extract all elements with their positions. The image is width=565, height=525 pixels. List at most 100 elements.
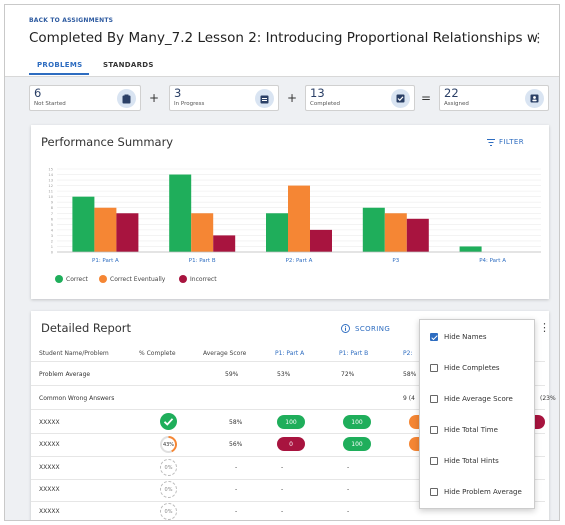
- person-badge-icon: [525, 89, 544, 108]
- counter-value: 22: [444, 86, 459, 100]
- back-to-assignments-link[interactable]: BACK TO ASSIGNMENTS: [29, 17, 114, 24]
- y-tick-label: 11: [48, 190, 53, 194]
- clipboard-list-icon: [255, 89, 274, 108]
- plus-operator: +: [287, 91, 298, 105]
- option-label: Hide Total Hints: [444, 457, 499, 465]
- bar-incorrect[interactable]: [310, 229, 332, 252]
- checkbox[interactable]: [430, 488, 438, 496]
- checkbox[interactable]: [430, 426, 438, 434]
- legend-incorrect: Incorrect: [179, 275, 217, 283]
- counter-completed: 13 Completed: [305, 85, 415, 111]
- option-hide-total-hints[interactable]: Hide Total Hints: [430, 457, 499, 465]
- score-empty: -: [347, 464, 350, 471]
- col-header-p2[interactable]: P2:: [403, 350, 413, 357]
- checkbox-checked[interactable]: [430, 333, 438, 341]
- problem-average-p1b: 72%: [341, 371, 355, 378]
- option-label: Hide Total Time: [444, 426, 498, 434]
- detailed-report-title: Detailed Report: [41, 321, 132, 335]
- student-name[interactable]: XXXXX: [39, 441, 60, 448]
- student-name[interactable]: XXXXX: [39, 508, 60, 515]
- option-label: Hide Completes: [444, 364, 500, 372]
- info-icon: [341, 324, 350, 333]
- option-hide-total-time[interactable]: Hide Total Time: [430, 426, 498, 434]
- y-tick-label: 8: [51, 206, 54, 210]
- score-empty: -: [281, 508, 284, 515]
- student-name[interactable]: XXXXX: [39, 419, 60, 426]
- filter-button[interactable]: FILTER: [487, 138, 524, 146]
- legend-swatch: [55, 275, 63, 283]
- score-pill[interactable]: 100: [343, 415, 371, 429]
- col-header-student[interactable]: Student Name/Problem: [39, 350, 109, 357]
- bar-incorrect[interactable]: [116, 213, 139, 252]
- col-header-p1a[interactable]: P1: Part A: [275, 350, 305, 357]
- bar-correct-eventually[interactable]: [191, 213, 214, 252]
- row-divider: [31, 433, 545, 434]
- bar-incorrect[interactable]: [213, 235, 236, 252]
- problem-average-p1a: 53%: [277, 371, 291, 378]
- score-empty: -: [281, 464, 284, 471]
- bar-correct[interactable]: [362, 207, 385, 252]
- option-hide-names[interactable]: Hide Names: [430, 333, 486, 341]
- checkbox[interactable]: [430, 457, 438, 465]
- x-tick-label[interactable]: P2: Part A: [286, 258, 313, 264]
- row-divider: [31, 479, 545, 480]
- bar-correct-eventually[interactable]: [288, 185, 310, 252]
- column-visibility-menu: Hide Names Hide Completes Hide Average S…: [419, 319, 535, 509]
- bar-correct[interactable]: [169, 174, 192, 252]
- y-tick-label: 3: [51, 234, 53, 238]
- score-pill[interactable]: 100: [343, 437, 371, 451]
- bar-correct-eventually[interactable]: [94, 207, 117, 252]
- bar-correct[interactable]: [459, 246, 482, 252]
- student-average-score: 56%: [229, 441, 243, 448]
- option-label: Hide Problem Average: [444, 488, 522, 496]
- header-menu-icon[interactable]: ⋮: [532, 31, 545, 46]
- counter-assigned: 22 Assigned: [439, 85, 549, 111]
- equals-operator: =: [421, 91, 432, 105]
- counter-label: Assigned: [444, 101, 469, 107]
- counter-value: 6: [34, 86, 42, 100]
- common-wrong-answers-label: Common Wrong Answers: [39, 395, 115, 402]
- row-divider: [31, 501, 545, 502]
- checkbox[interactable]: [430, 395, 438, 403]
- option-label: Hide Average Score: [444, 395, 513, 403]
- y-tick-label: 13: [48, 179, 53, 183]
- x-tick-label[interactable]: P3: [392, 258, 399, 264]
- bar-incorrect[interactable]: [406, 218, 429, 252]
- col-header-complete[interactable]: % Complete: [139, 350, 176, 357]
- scoring-label: SCORING: [355, 324, 391, 333]
- student-name[interactable]: XXXXX: [39, 464, 60, 471]
- x-tick-label[interactable]: P1: Part A: [92, 258, 119, 264]
- x-tick-label[interactable]: P4: Part A: [479, 258, 506, 264]
- bar-correct[interactable]: [266, 213, 288, 252]
- x-tick-label[interactable]: P1: Part B: [189, 258, 216, 264]
- counter-label: Completed: [310, 101, 340, 107]
- bar-correct[interactable]: [72, 196, 95, 252]
- legend-correct-eventually: Correct Eventually: [99, 275, 165, 283]
- row-divider: [31, 409, 545, 410]
- score-empty: -: [347, 486, 350, 493]
- option-hide-average-score[interactable]: Hide Average Score: [430, 395, 513, 403]
- app-frame: BACK TO ASSIGNMENTS Completed By Many_7.…: [4, 4, 560, 521]
- scoring-button[interactable]: SCORING: [341, 324, 390, 333]
- row-divider: [31, 361, 545, 362]
- bar-correct-eventually[interactable]: [384, 213, 407, 252]
- score-pill[interactable]: 100: [277, 415, 305, 429]
- checkbox[interactable]: [430, 364, 438, 372]
- col-header-average[interactable]: Average Score: [203, 350, 247, 357]
- progress-ring: 43%: [160, 436, 177, 453]
- legend-label: Incorrect: [190, 275, 217, 283]
- col-header-p1b[interactable]: P1: Part B: [339, 350, 369, 357]
- option-hide-completes[interactable]: Hide Completes: [430, 364, 500, 372]
- option-hide-problem-average[interactable]: Hide Problem Average: [430, 488, 522, 496]
- tab-problems[interactable]: PROBLEMS: [37, 61, 83, 69]
- page-title: Completed By Many_7.2 Lesson 2: Introduc…: [29, 30, 537, 46]
- student-name[interactable]: XXXXX: [39, 486, 60, 493]
- counter-not-started: 6 Not Started: [29, 85, 141, 111]
- score-pill[interactable]: 0: [277, 437, 305, 451]
- tab-standards[interactable]: STANDARDS: [103, 61, 154, 69]
- report-menu-icon[interactable]: ⋮: [539, 321, 550, 334]
- legend-correct: Correct: [55, 275, 88, 283]
- active-tab-indicator: [29, 73, 89, 75]
- filter-label: FILTER: [499, 138, 524, 146]
